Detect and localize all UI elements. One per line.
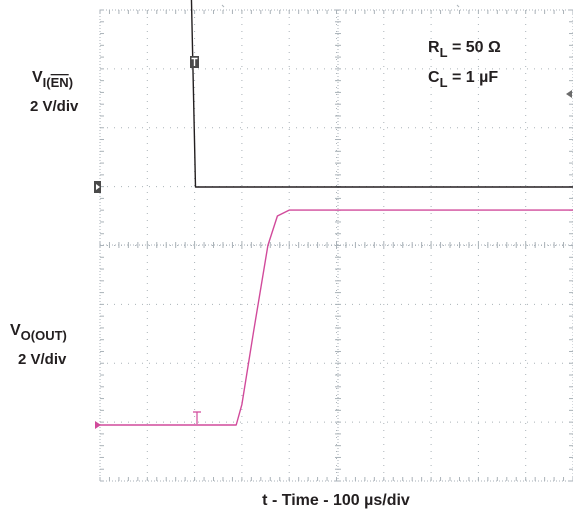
- condition-cl: CL = 1 µF: [428, 69, 498, 90]
- ch1-label: VI(EN): [32, 69, 73, 90]
- ch2-scale-label: 2 V/div: [18, 351, 67, 368]
- x-axis-label: t - Time - 100 µs/div: [262, 492, 410, 509]
- ch2-trace: [100, 209, 573, 426]
- trigger-level-marker: [566, 90, 572, 98]
- ch2-trigger-marker: [193, 411, 201, 424]
- time-reference-tick: [221, 4, 225, 8]
- ch2-label: VO(OUT): [10, 322, 67, 343]
- scope-grid: [99, 9, 573, 482]
- scope-traces: [100, 0, 573, 426]
- scope-markers: [94, 4, 572, 429]
- condition-rl: RL = 50 Ω: [428, 39, 501, 60]
- ch1-trace: [190, 0, 573, 188]
- ch1-scale-label: 2 V/div: [30, 98, 79, 115]
- ch1-ground-arrow: [96, 184, 100, 190]
- ch1-trigger-glyph: [191, 57, 198, 66]
- ch2-ground-marker: [95, 421, 101, 429]
- time-reference-tick: [456, 4, 460, 8]
